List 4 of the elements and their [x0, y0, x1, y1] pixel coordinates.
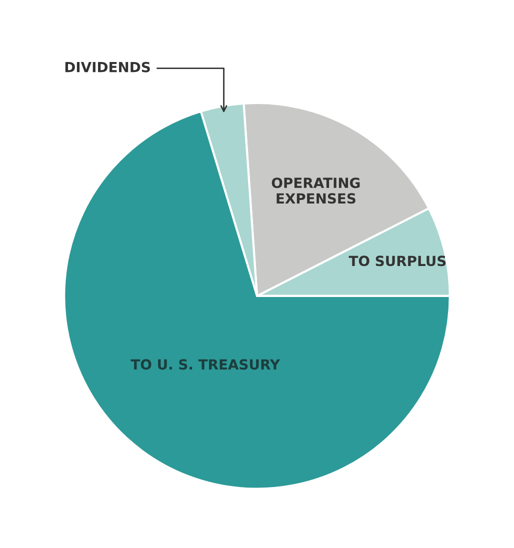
slice-label: OPERATING EXPENSES [272, 178, 360, 204]
slice-label: TO SURPLUS [348, 256, 446, 266]
slice-label: TO U. S. TREASURY [130, 359, 280, 370]
slice-label: DIVIDENDS [65, 62, 150, 72]
